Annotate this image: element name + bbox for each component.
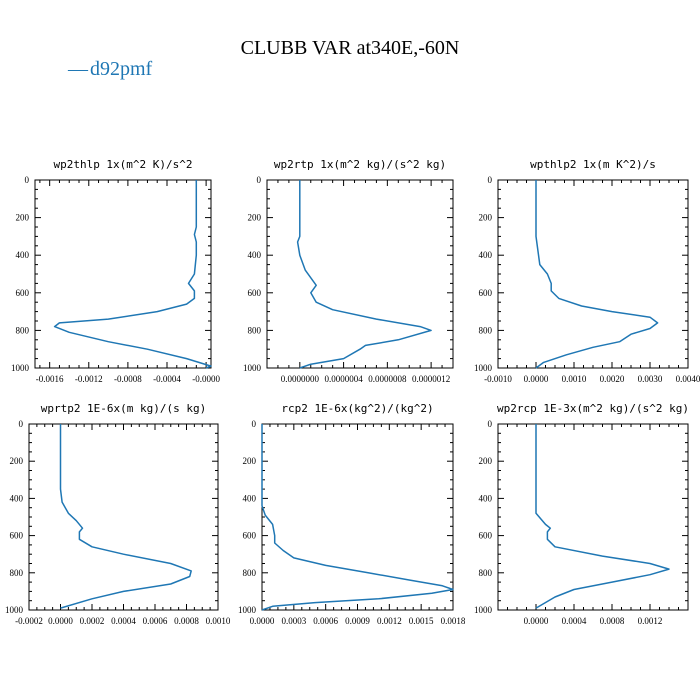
x-tick-label: 0.0012	[638, 616, 663, 626]
y-tick-label: 600	[479, 531, 493, 541]
chart-main-title: CLUBB VAR at340E,-60N	[241, 37, 460, 59]
panel-title: wp2thlp 1x(m^2 K)/s^2	[53, 158, 192, 171]
x-tick-label: 0.0004	[111, 616, 136, 626]
y-tick-label: 1000	[5, 605, 24, 615]
legend: — d92pmf	[67, 58, 153, 80]
y-tick-label: 200	[10, 456, 24, 466]
x-tick-label: 0.0000012	[412, 374, 450, 384]
series-line-wp2rtp	[296, 180, 432, 369]
panel-wp2rtp: wp2rtp 1x(m^2 kg)/(s^2 kg) 0 200 400 600 800 1…	[243, 158, 454, 384]
x-tick-label: 0.0000	[250, 616, 275, 626]
y-tick-label: 0	[19, 419, 24, 429]
chart-panels: wp2thlp 1x(m^2 K)/s^202004006008001000-0…	[5, 158, 700, 626]
x-tick-label: 0.0002	[80, 616, 105, 626]
y-tick-label: 1000	[474, 605, 493, 615]
panel-title: wprtp2 1E-6x(m kg)/(s kg)	[41, 402, 207, 415]
y-tick-label: 600	[243, 531, 257, 541]
y-tick-label: 200	[479, 213, 493, 223]
plot-frame	[266, 179, 454, 369]
plot-frame	[497, 423, 689, 611]
x-tick-label: 0.0003	[281, 616, 306, 626]
y-tick-label: 1000	[11, 363, 30, 373]
y-tick-label: 200	[479, 456, 493, 466]
y-tick-label: 800	[243, 568, 257, 578]
legend-marker: —	[67, 58, 89, 80]
panel-title: wp2rtp 1x(m^2 kg)/(s^2 kg)	[274, 158, 446, 171]
x-tick-label: 0.0000	[48, 616, 73, 626]
x-tick-label: -0.0004	[153, 374, 181, 384]
plot-frame	[497, 179, 689, 369]
y-tick-label: 600	[10, 531, 24, 541]
y-tick-label: 1000	[238, 605, 257, 615]
panel-title: wpthlp2 1x(m K^2)/s	[530, 158, 656, 171]
y-tick-label: 600	[479, 288, 493, 298]
y-tick-label: 0	[488, 175, 493, 185]
x-tick-label: 0.0000	[524, 374, 549, 384]
y-tick-label: 600	[16, 288, 30, 298]
y-tick-label: 800	[10, 568, 24, 578]
x-tick-label: -0.0010	[484, 374, 512, 384]
plot-frame	[34, 179, 212, 369]
panel-wp2rcp: wp2rcp 1E-3x(m^2 kg)/(s^2 kg) 0 200 400 600 8…	[474, 402, 689, 626]
x-tick-label: 0.0006	[143, 616, 168, 626]
x-tick-label: 0.0008	[600, 616, 625, 626]
series-line-wpthlp2	[535, 180, 659, 369]
y-tick-label: 800	[479, 325, 493, 335]
x-tick-label: 0.0020	[600, 374, 625, 384]
y-tick-label: 1000	[474, 363, 493, 373]
y-tick-label: 400	[479, 250, 493, 260]
x-tick-label: 0.0010	[562, 374, 587, 384]
x-tick-label: -0.0012	[75, 374, 103, 384]
series-line-wp2rcp	[535, 424, 670, 609]
x-tick-label: -0.0016	[36, 374, 64, 384]
panel-wp2thlp: wp2thlp 1x(m^2 K)/s^2 0 200 400 600 800 1000 -0…	[11, 158, 220, 384]
x-tick-label: 0.0008	[174, 616, 199, 626]
y-tick-label: 800	[479, 568, 493, 578]
series-line-wprtp2	[59, 424, 192, 609]
panel-title: rcp2 1E-6x(kg^2)/(kg^2)	[281, 402, 433, 415]
y-tick-label: 0	[257, 175, 262, 185]
x-tick-label: 0.0030	[638, 374, 663, 384]
x-tick-label: 0.0018	[441, 616, 466, 626]
y-tick-label: 400	[248, 250, 262, 260]
panel-wpthlp2: wpthlp2 1x(m K^2)/s 0 200 400 600 800 1000-0.0…	[474, 158, 700, 384]
x-tick-label: -0.0008	[114, 374, 142, 384]
y-tick-label: 1000	[243, 363, 262, 373]
y-tick-label: 400	[10, 493, 24, 503]
panel-wprtp2: wprtp2 1E-6x(m kg)/(s kg) 0 200 400 600 800 10…	[5, 402, 231, 626]
y-tick-label: 800	[16, 325, 30, 335]
x-tick-label: 0.0000004	[324, 374, 363, 384]
x-tick-label: 0.0010	[206, 616, 231, 626]
y-tick-label: 400	[16, 250, 30, 260]
y-tick-label: 0	[252, 419, 257, 429]
plot-frame	[28, 423, 219, 611]
x-tick-label: 0.0000008	[368, 374, 407, 384]
y-tick-label: 600	[248, 288, 262, 298]
panel-rcp2: rcp2 1E-6x(kg^2)/(kg^2) 0 200 400 600 800 1000…	[238, 402, 466, 626]
y-tick-label: 400	[243, 493, 257, 503]
y-tick-label: 200	[248, 213, 262, 223]
x-tick-label: 0.0009	[345, 616, 370, 626]
y-tick-label: 800	[248, 325, 262, 335]
x-tick-label: 0.0004	[562, 616, 587, 626]
x-tick-label: -0.0000	[192, 374, 220, 384]
y-tick-label: 400	[479, 493, 493, 503]
legend-label: d92pmf	[90, 58, 153, 80]
x-tick-label: 0.0012	[377, 616, 402, 626]
y-tick-label: 0	[488, 419, 493, 429]
series-line-wp2thlp	[53, 180, 212, 369]
panel-title: wp2rcp 1E-3x(m^2 kg)/(s^2 kg)	[497, 402, 689, 415]
x-tick-label: 0.0000	[524, 616, 549, 626]
x-tick-label: 0.0015	[409, 616, 434, 626]
x-tick-label: 0.0040	[676, 374, 700, 384]
x-tick-label: -0.0002	[15, 616, 43, 626]
series-line-rcp2	[261, 424, 454, 611]
y-tick-label: 200	[16, 213, 30, 223]
y-tick-label: 200	[243, 456, 257, 466]
y-tick-label: 0	[25, 175, 30, 185]
x-tick-label: 0.0000000	[281, 374, 320, 384]
x-tick-label: 0.0006	[313, 616, 338, 626]
